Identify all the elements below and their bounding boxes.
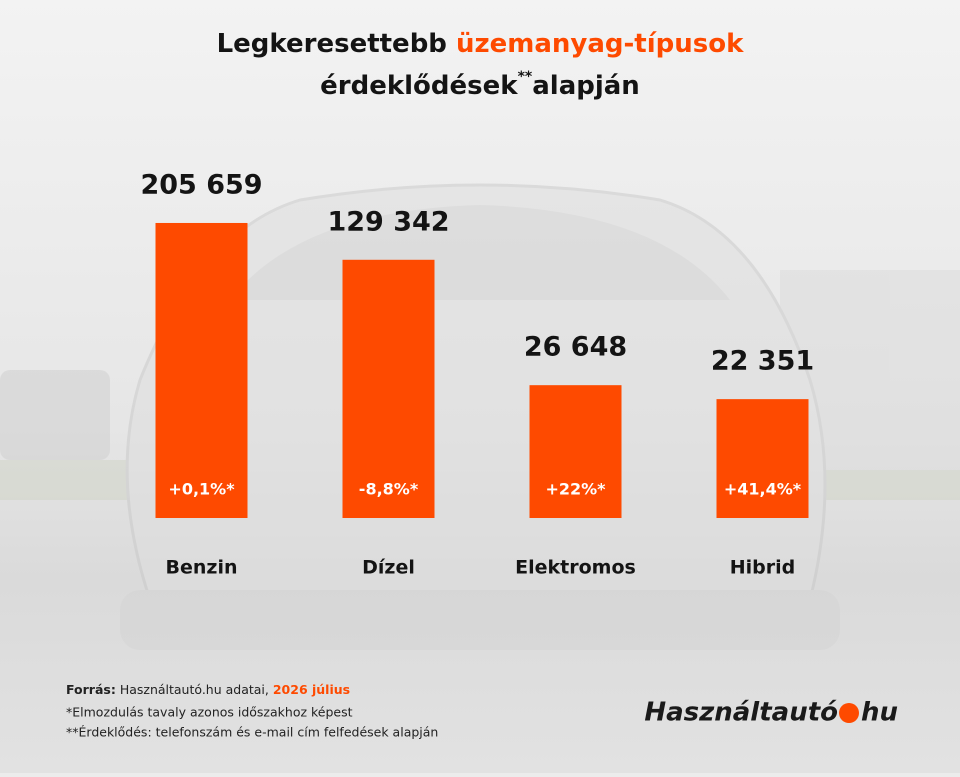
value-label: 129 342: [327, 206, 449, 237]
bar: [529, 385, 622, 518]
x-tick-label: Hibrid: [730, 557, 796, 579]
logo-name: Használtautó: [644, 698, 838, 728]
x-tick-label: Elektromos: [515, 557, 636, 579]
source-text: Használtautó.hu adatai,: [120, 682, 269, 697]
x-tick-label: Dízel: [362, 557, 415, 579]
value-label: 26 648: [524, 332, 627, 363]
value-label: 205 659: [140, 169, 262, 200]
source-date: 2026 július: [273, 682, 350, 697]
source-label: Forrás:: [66, 682, 116, 697]
subtitle-mark: **: [518, 69, 533, 85]
logo-dot: [839, 703, 859, 723]
change-label: +22%*: [545, 480, 606, 499]
change-label: +0,1%*: [168, 480, 235, 499]
logo-tld: hu: [861, 698, 898, 728]
chart-subtitle: érdeklődések**alapján: [320, 69, 640, 101]
value-label: 22 351: [711, 346, 814, 377]
change-label: -8,8%*: [359, 480, 419, 499]
title-text: Legkeresettebb: [217, 29, 447, 59]
x-tick-label: Benzin: [166, 557, 238, 579]
note: **Érdeklődés: telefonszám és e-mail cím …: [66, 725, 438, 740]
logo: Használtautó hu: [644, 698, 898, 728]
note: *Elmozdulás tavaly azonos időszakhoz kép…: [66, 705, 353, 720]
subtitle-text: érdeklődések: [320, 71, 518, 101]
change-label: +41,4%*: [724, 480, 802, 499]
title-highlight: üzemanyag-típusok: [456, 29, 744, 59]
bar: [342, 259, 435, 518]
bar: [716, 399, 809, 518]
chart-title: Legkeresettebb üzemanyag-típusok: [217, 29, 745, 59]
source: Forrás: Használtautó.hu adatai, 2026 júl…: [66, 682, 350, 697]
subtitle-end: alapján: [532, 71, 640, 101]
bar: [155, 222, 248, 518]
